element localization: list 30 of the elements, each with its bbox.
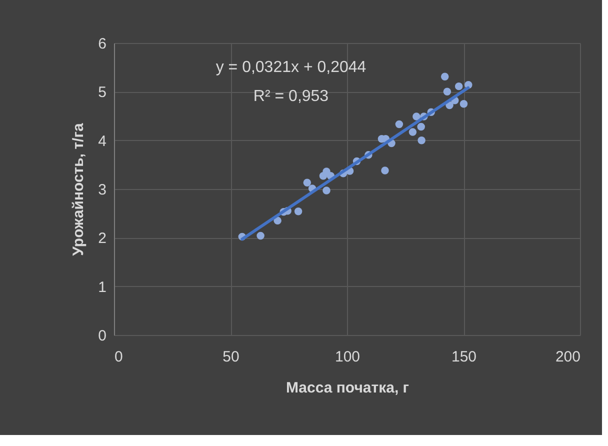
point (303, 178, 312, 187)
x-tick-label: 200 (555, 348, 580, 366)
point (412, 112, 420, 120)
point (418, 136, 426, 144)
point (460, 100, 468, 108)
point (395, 120, 404, 128)
x-tick-label: 0 (114, 348, 123, 366)
y-tick-label: 2 (98, 230, 106, 248)
y-tick-label: 5 (98, 84, 106, 102)
y-tick-label: 6 (98, 36, 106, 52)
point (322, 186, 330, 194)
point (294, 208, 302, 216)
point (417, 122, 425, 131)
y-tick-label: 1 (98, 278, 106, 296)
x-axis-title: Масса початка, г (286, 380, 410, 396)
annotation: R² = 0,953 (253, 88, 329, 105)
point (443, 88, 452, 96)
x-tick-label: 50 (222, 348, 240, 366)
x-tick-label: 100 (334, 348, 360, 366)
point (408, 128, 417, 136)
point (454, 82, 463, 90)
y-tick-label: 0 (98, 328, 106, 344)
point (256, 232, 264, 240)
point (381, 166, 389, 174)
point (440, 72, 449, 80)
x-tick-label: 150 (451, 348, 477, 366)
annotation: y = 0,0321x + 0,2044 (216, 59, 366, 76)
y-axis-title: Урожайность, т/га (70, 122, 88, 256)
y-tick-label: 3 (98, 182, 106, 198)
y-tick-label: 4 (98, 132, 106, 150)
